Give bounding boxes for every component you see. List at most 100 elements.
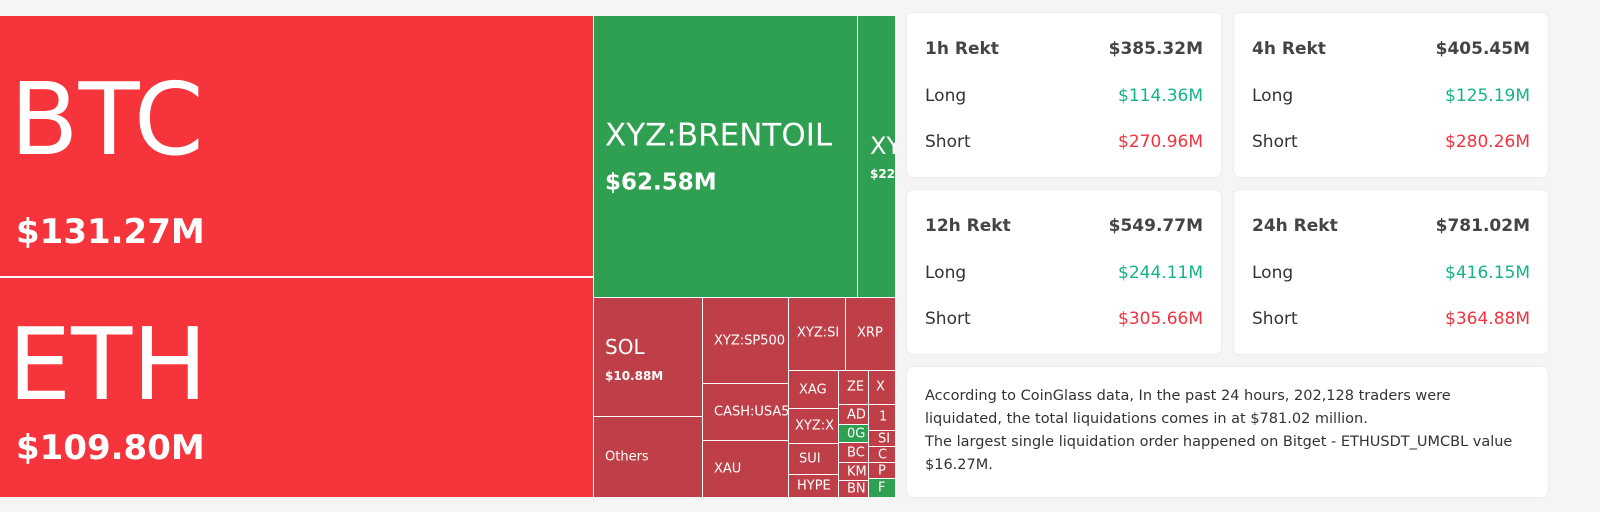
stat-label: Short: [1252, 132, 1298, 152]
summary: According to CoinGlass data, In the past…: [907, 367, 1548, 497]
stat-card: 1h Rekt $385.32M Long $114.36M Short $270.96M: [907, 13, 1221, 177]
stat-label: Long: [1252, 86, 1294, 106]
tile: HYPE: [789, 475, 838, 497]
stat-value: $280.26M: [1445, 132, 1530, 152]
stat-row: Short $270.96M: [925, 132, 1203, 152]
tile-label: BTC: [10, 61, 204, 178]
tile-label: X: [876, 379, 885, 395]
tile-label: P: [878, 463, 886, 478]
tile: BN: [839, 481, 868, 497]
tile: ZE: [839, 371, 868, 404]
tile-value: $10.88M: [605, 369, 664, 383]
tile-label: AD: [847, 407, 866, 423]
tile: XY $22.: [858, 16, 895, 297]
stat-label: Long: [925, 86, 967, 106]
tile: Others: [594, 417, 702, 497]
tile-value: $62.58M: [605, 169, 717, 196]
stat-row: Short $305.66M: [925, 309, 1203, 329]
tile: F: [869, 479, 895, 497]
tile-label: 1: [879, 409, 888, 425]
stat-row: 12h Rekt $549.77M: [925, 216, 1203, 236]
stat-value: $781.02M: [1435, 216, 1530, 236]
stat-row: 24h Rekt $781.02M: [1252, 216, 1530, 236]
tile: SI: [869, 431, 895, 446]
stat-value: $364.88M: [1445, 309, 1530, 329]
tile-label: XYZ:SI: [797, 325, 840, 341]
tile-label: SOL: [605, 335, 645, 359]
tile-label: XRP: [857, 325, 883, 341]
tile: XRP: [846, 298, 895, 370]
tile-label: Others: [605, 449, 649, 465]
tile-label: 0G: [847, 426, 866, 442]
stat-row: Long $125.19M: [1252, 86, 1530, 106]
summary-text: The largest single liquidation order hap…: [925, 434, 1513, 473]
stat-card: 4h Rekt $405.45M Long $125.19M Short $280.26M: [1234, 13, 1548, 177]
tile: C: [869, 447, 895, 462]
tile-label: SUI: [799, 451, 821, 467]
stat-value: $244.11M: [1118, 263, 1203, 283]
stat-card: 12h Rekt $549.77M Long $244.11M Short $305.66…: [907, 190, 1221, 354]
stat-row: Long $416.15M: [1252, 263, 1530, 283]
tile: XYZ:SI: [789, 298, 845, 370]
stat-value: $270.96M: [1118, 132, 1203, 152]
treemap: BTC $131.27M ETH $109.80M XYZ:BRENTOIL $62.58…: [0, 16, 895, 497]
tile-label: ZE: [847, 379, 865, 395]
stat-value: $114.36M: [1118, 86, 1203, 106]
tile-label: XAG: [799, 382, 827, 398]
stat-label: Long: [1252, 263, 1294, 283]
tile: AD: [839, 405, 868, 424]
tile: XAU: [703, 441, 788, 497]
stat-value: $549.77M: [1108, 216, 1203, 236]
stat-row: 1h Rekt $385.32M: [925, 39, 1203, 59]
tile: XAG: [789, 371, 838, 408]
tile-label: XYZ:SP500: [714, 333, 786, 349]
tile: BC: [839, 443, 868, 462]
tile-label: KM: [847, 464, 867, 480]
stat-label: 4h Rekt: [1252, 39, 1326, 59]
tile: KM: [839, 463, 868, 480]
tile: XYZ:X: [789, 409, 838, 443]
stat-row: Short $364.88M: [1252, 309, 1530, 329]
tile: BTC $131.27M: [0, 16, 593, 276]
stat-value: $385.32M: [1108, 39, 1203, 59]
stat-label: Short: [1252, 309, 1298, 329]
tile-label: XAU: [714, 461, 742, 477]
stat-label: Short: [925, 132, 971, 152]
stat-row: Short $280.26M: [1252, 132, 1530, 152]
stat-label: Long: [925, 263, 967, 283]
tile: CASH:USA5: [703, 384, 788, 440]
tile: SUI: [789, 444, 838, 474]
stat-label: 12h Rekt: [925, 216, 1011, 236]
stat-row: Long $244.11M: [925, 263, 1203, 283]
stat-label: Short: [925, 309, 971, 329]
stat-row: Long $114.36M: [925, 86, 1203, 106]
tile-value: $22.: [870, 167, 895, 181]
tile: X: [869, 371, 895, 404]
tile-label: CASH:USA5: [714, 404, 788, 420]
tile-label: BC: [847, 445, 865, 461]
stat-row: 4h Rekt $405.45M: [1252, 39, 1530, 59]
tile-label: BN: [847, 481, 866, 497]
tile: 0G: [839, 425, 868, 442]
tile-label: F: [878, 480, 886, 496]
tile: 1: [869, 405, 895, 430]
stat-label: 1h Rekt: [925, 39, 999, 59]
tile-label: ETH: [8, 306, 208, 423]
tile: SOL $10.88M: [594, 298, 702, 416]
stat-label: 24h Rekt: [1252, 216, 1338, 236]
tile-label: XY: [870, 132, 895, 160]
tile-label: C: [878, 447, 888, 462]
stat-value: $405.45M: [1435, 39, 1530, 59]
tile: P: [869, 463, 895, 478]
tile: ETH $109.80M: [0, 278, 593, 497]
stat-value: $416.15M: [1445, 263, 1530, 283]
summary-text: According to CoinGlass data, In the past…: [925, 388, 1451, 427]
stat-value: $305.66M: [1118, 309, 1203, 329]
stat-value: $125.19M: [1445, 86, 1530, 106]
tile-value: $131.27M: [16, 212, 205, 252]
tile-label: SI: [878, 431, 891, 446]
tile: XYZ:BRENTOIL $62.58M: [594, 16, 857, 297]
tile-label: XYZ:BRENTOIL: [605, 117, 833, 154]
stat-card: 24h Rekt $781.02M Long $416.15M Short $364.88…: [1234, 190, 1548, 354]
